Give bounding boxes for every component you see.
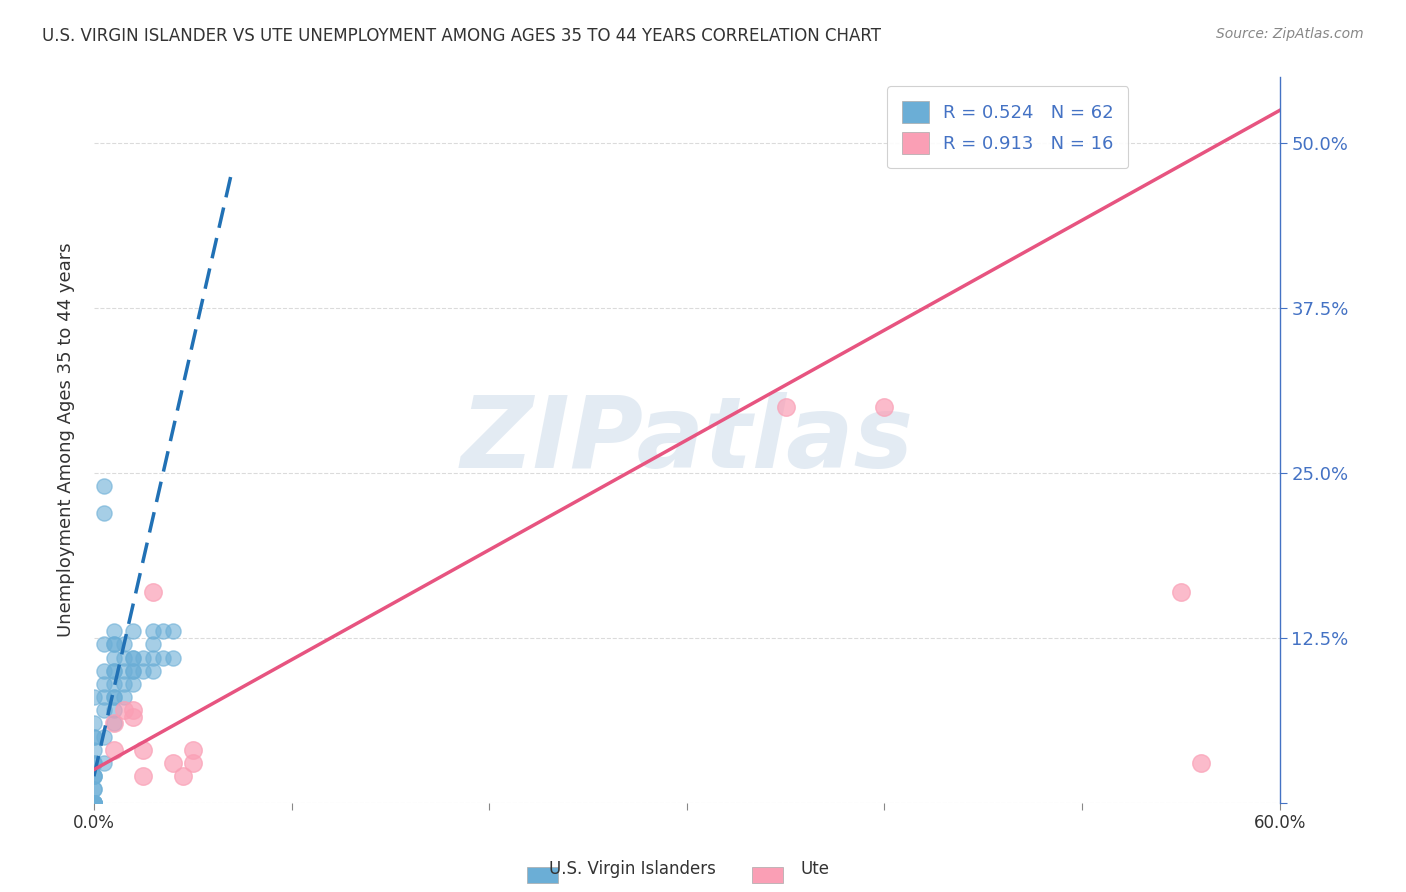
- Point: [103, 743, 125, 757]
- Point: [122, 703, 145, 717]
- Point: [103, 664, 125, 678]
- Point: [122, 664, 145, 678]
- Point: [103, 664, 125, 678]
- Point: [181, 756, 204, 770]
- Point: [93, 703, 115, 717]
- Point: [93, 730, 115, 744]
- Point: [83, 743, 105, 757]
- Text: Ute: Ute: [801, 860, 830, 878]
- Point: [83, 690, 105, 705]
- Point: [93, 677, 115, 691]
- Point: [93, 664, 115, 678]
- Y-axis label: Unemployment Among Ages 35 to 44 years: Unemployment Among Ages 35 to 44 years: [58, 243, 75, 637]
- Point: [103, 650, 125, 665]
- Point: [122, 664, 145, 678]
- Point: [83, 796, 105, 810]
- Text: ZIPatlas: ZIPatlas: [460, 392, 914, 489]
- Point: [103, 637, 125, 651]
- Legend: R = 0.524   N = 62, R = 0.913   N = 16: R = 0.524 N = 62, R = 0.913 N = 16: [887, 87, 1129, 169]
- Point: [103, 703, 125, 717]
- Point: [93, 479, 115, 493]
- Point: [112, 690, 135, 705]
- Point: [122, 677, 145, 691]
- Point: [83, 756, 105, 770]
- Point: [112, 703, 135, 717]
- Point: [83, 769, 105, 783]
- Point: [93, 506, 115, 520]
- Point: [83, 796, 105, 810]
- Point: [873, 400, 896, 414]
- Text: U.S. VIRGIN ISLANDER VS UTE UNEMPLOYMENT AMONG AGES 35 TO 44 YEARS CORRELATION C: U.S. VIRGIN ISLANDER VS UTE UNEMPLOYMENT…: [42, 27, 882, 45]
- Point: [122, 624, 145, 639]
- Point: [172, 769, 194, 783]
- Point: [103, 624, 125, 639]
- Point: [83, 796, 105, 810]
- Point: [142, 650, 165, 665]
- Point: [83, 782, 105, 797]
- Point: [112, 677, 135, 691]
- Point: [162, 756, 184, 770]
- Point: [181, 743, 204, 757]
- Point: [83, 730, 105, 744]
- Point: [152, 650, 174, 665]
- Point: [93, 690, 115, 705]
- Point: [142, 637, 165, 651]
- Point: [93, 637, 115, 651]
- Point: [152, 624, 174, 639]
- Point: [83, 769, 105, 783]
- Point: [132, 743, 155, 757]
- Text: U.S. Virgin Islanders: U.S. Virgin Islanders: [550, 860, 716, 878]
- Point: [83, 796, 105, 810]
- Point: [112, 650, 135, 665]
- Point: [103, 677, 125, 691]
- Point: [83, 796, 105, 810]
- Point: [122, 650, 145, 665]
- Point: [93, 756, 115, 770]
- Point: [83, 716, 105, 731]
- Point: [103, 637, 125, 651]
- Point: [775, 400, 797, 414]
- Point: [1189, 756, 1212, 770]
- Point: [1170, 584, 1192, 599]
- Point: [132, 769, 155, 783]
- Point: [103, 716, 125, 731]
- Point: [83, 769, 105, 783]
- Point: [83, 796, 105, 810]
- Text: Source: ZipAtlas.com: Source: ZipAtlas.com: [1216, 27, 1364, 41]
- Point: [122, 710, 145, 724]
- Point: [142, 664, 165, 678]
- Point: [103, 716, 125, 731]
- Point: [83, 756, 105, 770]
- Point: [83, 796, 105, 810]
- Point: [142, 584, 165, 599]
- Point: [103, 690, 125, 705]
- Point: [83, 796, 105, 810]
- Point: [83, 796, 105, 810]
- Point: [132, 650, 155, 665]
- Point: [122, 650, 145, 665]
- Point: [83, 730, 105, 744]
- Point: [162, 624, 184, 639]
- Point: [162, 650, 184, 665]
- Point: [132, 664, 155, 678]
- Point: [112, 637, 135, 651]
- Point: [142, 624, 165, 639]
- Point: [112, 664, 135, 678]
- Point: [103, 690, 125, 705]
- Point: [83, 782, 105, 797]
